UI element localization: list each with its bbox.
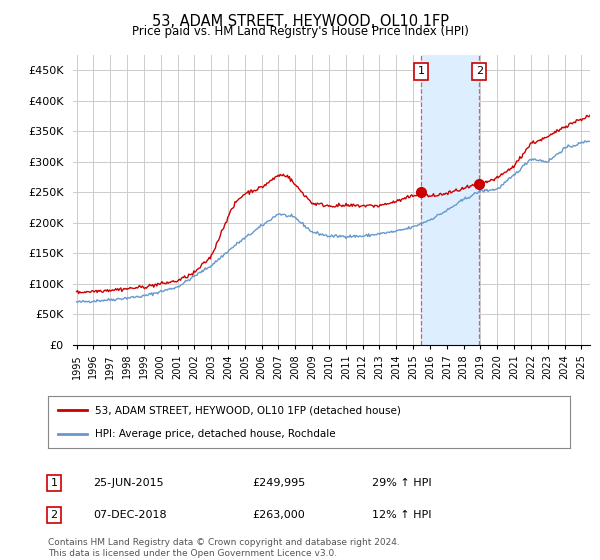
Text: 53, ADAM STREET, HEYWOOD, OL10 1FP: 53, ADAM STREET, HEYWOOD, OL10 1FP [151,14,449,29]
Text: £263,000: £263,000 [252,510,305,520]
Text: 07-DEC-2018: 07-DEC-2018 [93,510,167,520]
Text: 1: 1 [418,67,425,76]
Text: 12% ↑ HPI: 12% ↑ HPI [372,510,431,520]
Text: 2: 2 [50,510,58,520]
Text: Contains HM Land Registry data © Crown copyright and database right 2024.
This d: Contains HM Land Registry data © Crown c… [48,538,400,558]
Bar [421,55,479,345]
Text: 25-JUN-2015: 25-JUN-2015 [93,478,164,488]
Text: £249,995: £249,995 [252,478,305,488]
Text: 53, ADAM STREET, HEYWOOD, OL10 1FP (detached house): 53, ADAM STREET, HEYWOOD, OL10 1FP (deta… [95,405,401,416]
Text: 2: 2 [476,67,483,76]
Text: Price paid vs. HM Land Registry's House Price Index (HPI): Price paid vs. HM Land Registry's House … [131,25,469,38]
Text: 1: 1 [50,478,58,488]
Text: 29% ↑ HPI: 29% ↑ HPI [372,478,431,488]
Text: HPI: Average price, detached house, Rochdale: HPI: Average price, detached house, Roch… [95,429,335,439]
